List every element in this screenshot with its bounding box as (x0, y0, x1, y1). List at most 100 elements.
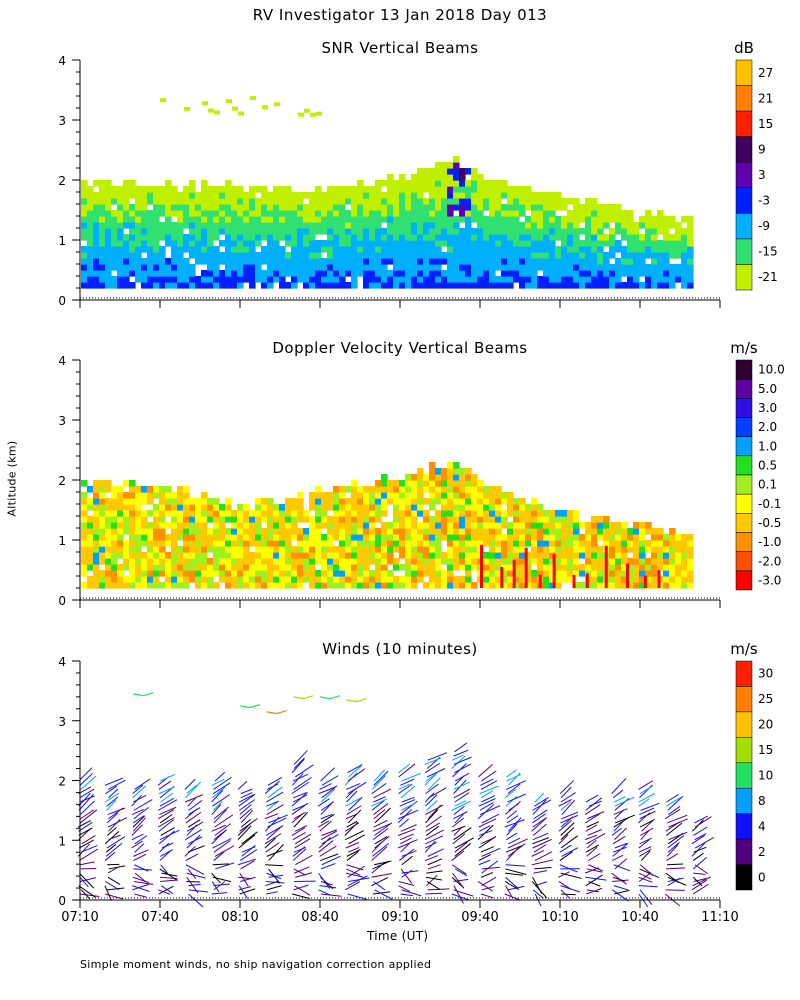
heatmap-cell (387, 282, 394, 289)
heatmap-cell (633, 222, 640, 229)
heatmap-cell (525, 228, 532, 235)
heatmap-cell (363, 492, 370, 499)
heatmap-cell (381, 264, 388, 271)
wind-barb (346, 805, 362, 815)
heatmap-cell (219, 228, 226, 235)
heatmap-cell (489, 576, 496, 583)
heatmap-cell (453, 552, 460, 559)
heatmap-cell (303, 510, 310, 517)
heatmap-cell (651, 234, 658, 241)
wind-barb (80, 809, 95, 820)
heatmap-cell (339, 486, 346, 493)
heatmap-cell (429, 576, 436, 583)
heatmap-cell (153, 504, 160, 511)
heatmap-cell (381, 522, 388, 529)
heatmap-cell (159, 246, 166, 253)
heatmap-cell (411, 246, 418, 253)
heatmap-cell (477, 282, 484, 289)
heatmap-cell (129, 240, 136, 247)
heatmap-cell (327, 528, 334, 535)
heatmap-cell (225, 210, 232, 217)
heatmap-cell (453, 168, 460, 175)
heatmap-cell (279, 270, 286, 277)
heatmap-cell (375, 546, 382, 553)
wind-barb (188, 883, 201, 887)
wind-barb (186, 784, 197, 795)
heatmap-cell (327, 258, 334, 265)
heatmap-cell (579, 546, 586, 553)
heatmap-cell (213, 228, 220, 235)
heatmap-cell (231, 210, 238, 217)
heatmap-cell (195, 546, 202, 553)
heatmap-cell (471, 246, 478, 253)
plot-area (81, 462, 694, 589)
heatmap-cell (279, 276, 286, 283)
heatmap-cell (543, 522, 550, 529)
heatmap-cell (483, 510, 490, 517)
heatmap-cell (513, 246, 520, 253)
heatmap-cell (435, 492, 442, 499)
wind-barb (133, 806, 149, 820)
heatmap-cell (465, 204, 472, 211)
heatmap-cell (135, 582, 142, 589)
heatmap-cell (435, 582, 442, 589)
heatmap-cell (285, 516, 292, 523)
heatmap-cell (429, 270, 436, 277)
heatmap-cell (459, 492, 466, 499)
heatmap-cell (363, 582, 370, 589)
heatmap-cell (207, 576, 214, 583)
heatmap-cell (603, 534, 610, 541)
heatmap-cell (465, 168, 472, 175)
heatmap-cell (411, 558, 418, 565)
wind-barb (104, 831, 120, 845)
wind-barb (639, 864, 654, 876)
heatmap-cell (219, 504, 226, 511)
heatmap-cell (99, 186, 106, 193)
heatmap-cell (543, 570, 550, 577)
heatmap-cell (477, 252, 484, 259)
heatmap-cell (387, 186, 394, 193)
heatmap-cell (447, 492, 454, 499)
heatmap-cell (93, 258, 100, 265)
heatmap-cell (513, 510, 520, 517)
heatmap-cell (243, 540, 250, 547)
heatmap-cell (453, 234, 460, 241)
heatmap-cell (489, 534, 496, 541)
heatmap-cell (675, 228, 682, 235)
heatmap-cell (555, 558, 562, 565)
heatmap-cell (663, 270, 670, 277)
heatmap-cell (189, 540, 196, 547)
heatmap-cell (153, 264, 160, 271)
heatmap-cell (663, 246, 670, 253)
wind-barb (320, 788, 336, 803)
heatmap-cell (255, 564, 262, 571)
wind-barb (425, 835, 444, 845)
heatmap-cell (285, 582, 292, 589)
heatmap-cell (429, 498, 436, 505)
wind-barb (506, 769, 518, 778)
heatmap-cell (465, 504, 472, 511)
footnote: Simple moment winds, no ship navigation … (80, 958, 432, 971)
heatmap-cell (435, 480, 442, 487)
heatmap-cell (153, 540, 160, 547)
heatmap-cell (369, 522, 376, 529)
heatmap-cell (207, 252, 214, 259)
heatmap-cell (495, 216, 502, 223)
heatmap-cell (501, 564, 508, 571)
wind-barb (558, 834, 569, 845)
wind-barb (238, 885, 249, 899)
heatmap-cell (189, 534, 196, 541)
heatmap-cell (447, 540, 454, 547)
heatmap-cell (579, 210, 586, 217)
heatmap-cell (489, 552, 496, 559)
heatmap-cell (459, 504, 466, 511)
heatmap-cell (381, 570, 388, 577)
heatmap-cell (153, 252, 160, 259)
wind-barb (373, 770, 389, 786)
heatmap-cell (93, 522, 100, 529)
heatmap-cell (357, 510, 364, 517)
heatmap-cell (315, 222, 322, 229)
heatmap-cell (573, 246, 580, 253)
heatmap-cell (117, 516, 124, 523)
heatmap-cell (267, 228, 274, 235)
